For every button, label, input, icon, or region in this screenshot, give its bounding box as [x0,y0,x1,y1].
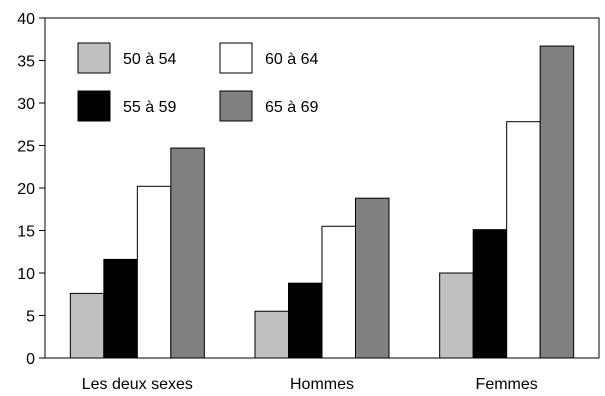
legend-swatch [219,42,253,74]
x-category-label: Hommes [290,376,354,393]
y-tick-label: 5 [26,309,35,326]
y-tick-label: 30 [17,96,35,113]
y-tick-label: 35 [17,54,35,71]
legend-label: 60 à 64 [265,51,318,68]
legend: 50 à 54 55 à 59 60 à 64 65 à 69 [77,42,318,122]
bar [69,292,105,359]
y-tick-label: 25 [17,139,35,156]
legend-label: 50 à 54 [123,51,176,68]
y-tick-label: 20 [17,181,35,198]
y-tick-label: 0 [26,351,35,368]
y-tick-label: 15 [17,224,35,241]
bar [321,225,356,359]
bar [136,185,172,359]
bar [355,197,390,359]
legend-label: 65 à 69 [265,99,318,116]
legend-swatch [219,90,253,122]
bar [439,272,474,359]
legend-swatch [77,90,111,122]
bar [288,282,323,359]
bar [506,121,541,359]
legend-swatch [77,42,111,74]
plot-frame [44,17,600,359]
bar [472,229,508,359]
bar [539,45,575,359]
legend-label: 55 à 59 [123,99,176,116]
bar-series [69,45,575,359]
x-axis-labels: Les deux sexes Hommes Femmes [82,376,538,393]
y-axis-ticks: 0 5 10 15 20 25 30 35 40 [17,11,45,368]
bar [170,147,205,359]
x-category-label: Femmes [476,376,538,393]
y-tick-label: 40 [17,11,35,28]
x-category-label: Les deux sexes [82,376,193,393]
bar [103,258,138,359]
bar [254,310,289,359]
y-tick-label: 10 [17,266,35,283]
